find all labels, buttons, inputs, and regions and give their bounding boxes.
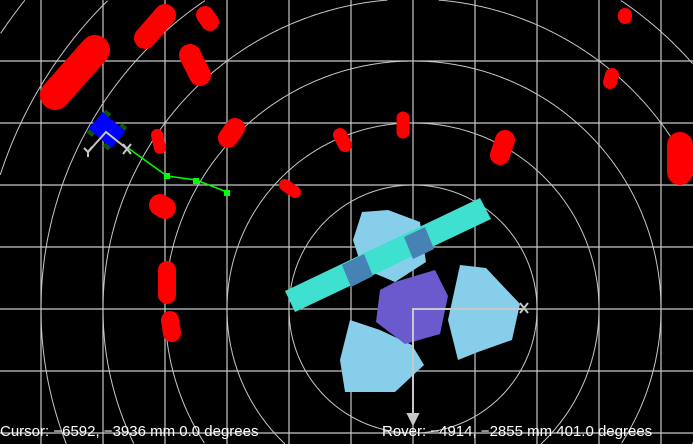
obstacle — [179, 44, 211, 86]
solar-arm — [285, 198, 491, 312]
range-ring — [40, 0, 693, 444]
waypoint[interactable] — [193, 178, 199, 184]
waypoint[interactable] — [224, 190, 230, 196]
path — [127, 147, 230, 196]
rover — [285, 198, 520, 392]
obstacle — [603, 68, 619, 89]
rover-panel — [340, 320, 424, 392]
solar-joint — [404, 227, 434, 259]
obstacle — [196, 6, 219, 31]
obstacle — [151, 129, 166, 154]
cursor-readout: Cursor: −6592, −3936 mm 0.0 degrees — [0, 423, 259, 440]
target-robot-axes-icon — [83, 130, 132, 157]
range-ring — [0, 0, 108, 176]
rover-readout: Rover: −4914, −2855 mm 401.0 degrees — [382, 423, 653, 440]
solar-joint — [342, 254, 373, 287]
obstacle — [40, 35, 110, 110]
obstacle — [333, 128, 352, 152]
obstacle — [161, 311, 181, 342]
obstacle — [218, 118, 245, 148]
obstacle — [490, 130, 515, 165]
rover-axes-icon — [406, 302, 529, 427]
range-ring — [0, 0, 26, 34]
waypoint[interactable] — [164, 173, 170, 179]
rover-panel — [448, 265, 520, 360]
obstacle — [279, 179, 301, 198]
rover-body — [376, 270, 448, 344]
obstacle — [149, 194, 176, 219]
obstacles — [40, 4, 693, 342]
obstacle — [134, 4, 176, 49]
